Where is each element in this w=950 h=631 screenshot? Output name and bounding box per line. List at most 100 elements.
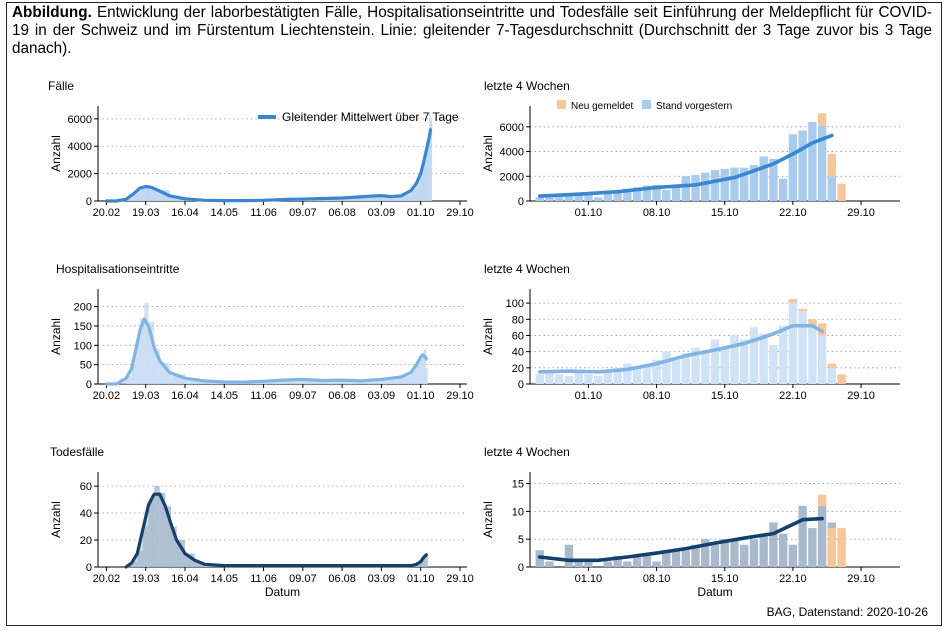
bar-neu-gemeldet-tod_4w	[827, 528, 837, 567]
bar-stand-vorgestern-tod_4w	[545, 561, 554, 567]
legend-label-neu-gemeldet: Neu gemeldet	[571, 101, 633, 112]
bar-stand-vorgestern-tod_4w	[671, 550, 681, 567]
bar-stand-vorgestern-tod_4w	[603, 561, 613, 567]
y-tick-label-hosp_full: 100	[74, 340, 92, 352]
x-tick-label-faelle_full: 29.10	[446, 207, 474, 219]
y-tick-label-hosp_full: 50	[80, 360, 92, 372]
bar-stand-vorgestern-faelle_4w	[623, 188, 632, 201]
bar-stand-vorgestern-tod_4w	[613, 555, 622, 567]
bar-stand-vorgestern-hosp_4w	[769, 345, 778, 384]
x-tick-label-hosp_4w: 01.10	[575, 390, 603, 402]
bar-stand-vorgestern-tod_4w	[623, 561, 632, 567]
y-axis-label-hosp_full: Anzahl	[49, 318, 63, 355]
bar-stand-vorgestern-hosp_4w	[710, 339, 720, 384]
bar-stand-vorgestern-hosp_4w	[798, 311, 807, 384]
x-tick-label-faelle_4w: 01.10	[575, 207, 603, 219]
y-tick-label-faelle_full: 4000	[68, 141, 92, 153]
x-tick-label-tod_full: 09.07	[289, 573, 317, 585]
bar-stand-vorgestern-hosp_4w	[749, 327, 759, 384]
x-tick-label-faelle_full: 19.03	[132, 207, 160, 219]
x-tick-label-tod_full: 01.10	[407, 573, 435, 585]
bar-neu-gemeldet-tod_4w	[837, 528, 846, 567]
x-tick-label-tod_4w: 08.10	[643, 573, 671, 585]
x-tick-label-tod_full: 11.06	[250, 573, 277, 585]
bar-stand-vorgestern-tod_4w	[574, 561, 583, 567]
y-tick-label-tod_4w: 0	[518, 562, 524, 574]
bar-stand-vorgestern-tod_4w	[788, 544, 798, 567]
x-tick-label-hosp_full: 29.10	[446, 390, 474, 402]
y-axis-label-tod_4w: Anzahl	[481, 501, 495, 538]
bar-stand-vorgestern-tod_4w	[564, 544, 574, 567]
area-fill-tod_full	[126, 494, 427, 567]
y-tick-label-hosp_4w: 40	[512, 347, 524, 359]
bar-neu-gemeldet-hosp_4w	[827, 363, 837, 368]
x-tick-label-tod_full: 03.09	[368, 573, 396, 585]
bar-stand-vorgestern-hosp_4w	[720, 347, 729, 384]
bar-stand-vorgestern-faelle_4w	[710, 170, 720, 201]
bar-stand-vorgestern-tod_4w	[759, 533, 768, 567]
y-tick-label-hosp_full: 0	[86, 379, 92, 391]
bar-stand-vorgestern-hosp_4w	[691, 347, 700, 384]
x-axis-label-tod_4w: Datum	[697, 585, 732, 599]
x-tick-label-faelle_full: 20.02	[93, 207, 121, 219]
bar-stand-vorgestern-hosp_4w	[681, 353, 690, 384]
x-tick-label-hosp_4w: 22.10	[779, 390, 807, 402]
bar-stand-vorgestern-tod_4w	[642, 555, 652, 567]
legend-label-stand-vorgestern: Stand vorgestern	[656, 101, 732, 112]
bar-stand-vorgestern-faelle_4w	[652, 184, 661, 201]
bar-stand-vorgestern-faelle_4w	[778, 178, 788, 201]
bar-stand-vorgestern-faelle_4w	[701, 172, 710, 201]
legend-label-faelle_full: Gleitender Mittelwert über 7 Tage	[282, 110, 459, 124]
x-tick-label-faelle_4w: 29.10	[847, 207, 875, 219]
y-tick-label-tod_full: 20	[80, 535, 92, 547]
bar-stand-vorgestern-faelle_4w	[613, 190, 622, 201]
bar-stand-vorgestern-hosp_4w	[817, 335, 827, 384]
bar-stand-vorgestern-hosp_4w	[701, 351, 710, 384]
bar-stand-vorgestern-hosp_4w	[642, 363, 652, 384]
x-tick-label-hosp_full: 19.03	[132, 390, 160, 402]
bar-neu-gemeldet-faelle_4w	[837, 183, 846, 201]
x-tick-label-hosp_full: 01.10	[407, 390, 435, 402]
x-tick-label-hosp_full: 14.05	[211, 390, 239, 402]
y-axis-label-faelle_4w: Anzahl	[481, 135, 495, 172]
y-tick-label-hosp_4w: 0	[518, 379, 524, 391]
bar-stand-vorgestern-faelle_4w	[691, 175, 700, 201]
caption-text: Entwicklung der laborbestätigten Fälle, …	[12, 4, 932, 57]
x-tick-label-hosp_4w: 08.10	[643, 390, 671, 402]
x-tick-label-tod_full: 06.08	[328, 573, 356, 585]
bar-neu-gemeldet-faelle_4w	[817, 113, 827, 126]
legend-swatch-neu-gemeldet	[557, 100, 566, 109]
chart-title-faelle_4w: letzte 4 Wochen	[484, 79, 570, 93]
bar-stand-vorgestern-hosp_4w	[574, 371, 583, 384]
area-fill-hosp_full	[106, 318, 427, 384]
y-tick-label-tod_full: 40	[80, 508, 92, 520]
bar-stand-vorgestern-faelle_4w	[535, 197, 544, 201]
bar-stand-vorgestern-hosp_4w	[535, 374, 544, 384]
bar-stand-vorgestern-tod_4w	[720, 539, 729, 567]
x-tick-label-faelle_4w: 15.10	[711, 207, 739, 219]
x-tick-label-tod_4w: 15.10	[711, 573, 739, 585]
y-tick-label-tod_4w: 15	[512, 479, 524, 491]
figure-caption: Abbildung. Entwicklung der laborbestätig…	[12, 4, 932, 58]
bar-stand-vorgestern-faelle_4w	[642, 185, 652, 201]
x-tick-label-tod_4w: 01.10	[575, 573, 603, 585]
y-tick-label-faelle_full: 2000	[68, 169, 92, 181]
bar-stand-vorgestern-faelle_4w	[798, 130, 807, 201]
y-tick-label-tod_full: 0	[86, 562, 92, 574]
bar-stand-vorgestern-hosp_4w	[671, 359, 681, 384]
x-tick-label-faelle_full: 06.08	[328, 207, 356, 219]
bar-stand-vorgestern-faelle_4w	[681, 176, 690, 201]
bar-stand-vorgestern-tod_4w	[701, 539, 710, 567]
bar-stand-vorgestern-faelle_4w	[671, 184, 681, 201]
x-tick-label-faelle_full: 14.05	[211, 207, 239, 219]
chart-title-tod_4w: letzte 4 Wochen	[484, 445, 570, 459]
x-tick-label-hosp_4w: 29.10	[847, 390, 875, 402]
caption-bold: Abbildung.	[12, 4, 92, 21]
bar-stand-vorgestern-faelle_4w	[662, 189, 671, 201]
bar-stand-vorgestern-faelle_4w	[740, 167, 749, 201]
bar-stand-vorgestern-tod_4w	[730, 539, 739, 567]
area-fill-faelle_full	[106, 129, 431, 201]
bar-stand-vorgestern-faelle_4w	[730, 167, 739, 201]
bar-stand-vorgestern-hosp_4w	[613, 367, 622, 384]
bar-neu-gemeldet-faelle_4w	[827, 154, 837, 177]
